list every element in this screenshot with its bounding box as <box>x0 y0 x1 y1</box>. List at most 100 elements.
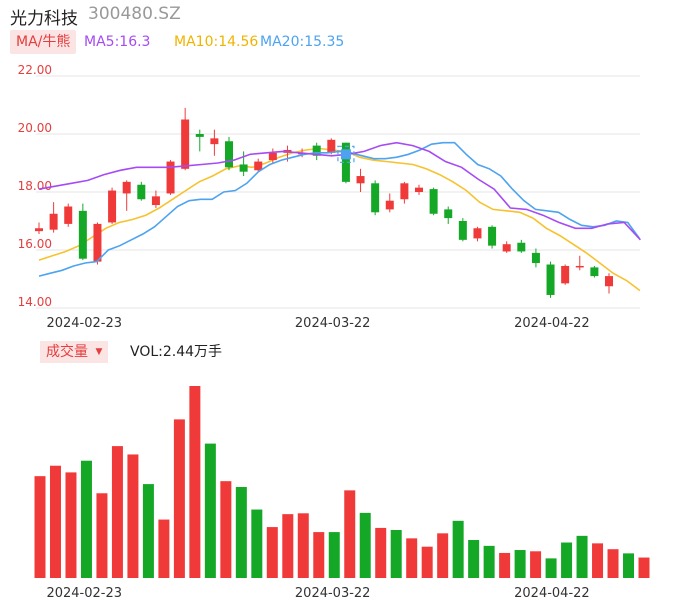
volume-indicator-selector[interactable]: 成交量 ▼ <box>40 341 109 363</box>
candlestick <box>444 206 453 224</box>
volume-bar <box>204 443 216 578</box>
volume-bar <box>173 419 185 578</box>
volume-x-tick-label: 2024-03-22 <box>295 586 371 601</box>
volume-bar <box>127 454 139 578</box>
candle-body <box>488 226 497 246</box>
candle-body <box>356 176 365 184</box>
candlestick <box>429 187 438 216</box>
volume-x-tick-label: 2024-04-22 <box>514 586 590 601</box>
candlestick <box>210 129 219 156</box>
volume-bar <box>251 509 263 578</box>
volume-bar <box>220 481 232 578</box>
y-tick-label: 20.00 <box>18 121 52 135</box>
candle-body <box>137 184 146 200</box>
chevron-down-icon: ▼ <box>95 347 103 357</box>
volume-bar <box>313 532 325 578</box>
candlestick <box>590 265 599 278</box>
ma20-legend: MA20:15.35 <box>260 34 345 50</box>
volume-bar <box>437 533 449 578</box>
candle-body <box>458 221 467 240</box>
candlestick <box>341 142 350 184</box>
volume-bar <box>530 551 542 578</box>
ma5-legend: MA5:16.3 <box>84 34 151 50</box>
candle-body <box>268 152 277 161</box>
candlestick <box>239 151 248 177</box>
candlestick <box>225 136 233 171</box>
ma20-line <box>38 141 641 277</box>
candle-body <box>341 142 350 182</box>
candle-body <box>49 213 58 230</box>
candlestick <box>502 241 511 253</box>
volume-bar <box>390 530 402 578</box>
volume-bar <box>158 519 170 578</box>
volume-value: VOL:2.44万手 <box>130 344 223 360</box>
volume-bar <box>344 490 356 578</box>
candlestick <box>108 187 117 224</box>
y-tick-label: 16.00 <box>18 237 52 251</box>
candle-body <box>35 228 43 232</box>
candle-body <box>371 183 380 213</box>
candle-body <box>210 138 219 145</box>
candle-body <box>327 139 336 153</box>
ma5-line <box>38 141 641 241</box>
candlestick <box>64 203 73 227</box>
stock-code: 300480.SZ <box>88 4 181 24</box>
candlestick <box>166 160 175 195</box>
volume-bar <box>406 538 418 578</box>
ma-indicator-selector[interactable]: MA/牛熊 <box>10 30 77 54</box>
candlestick <box>151 190 160 208</box>
volume-bar <box>297 513 309 578</box>
price-chart: 22.00 20.00 18.00 16.00 14.00 2024-02-23 2024-… <box>18 63 641 331</box>
candle-body <box>64 206 73 224</box>
candle-body <box>400 183 409 200</box>
volume-bar <box>499 552 511 578</box>
candle-body <box>312 145 321 156</box>
volume-bar <box>34 476 46 578</box>
candle-body <box>151 196 160 206</box>
candle-body <box>195 134 204 137</box>
volume-bar <box>142 484 154 578</box>
x-tick-label: 2024-03-22 <box>295 316 371 331</box>
candlestick <box>458 218 467 242</box>
candle-body <box>385 200 394 210</box>
volume-bar <box>49 465 61 578</box>
volume-bar <box>514 550 526 578</box>
marker-core <box>340 149 351 160</box>
candlestick <box>605 273 613 294</box>
candlestick <box>561 264 570 285</box>
candlestick <box>122 180 131 211</box>
candlestick <box>137 181 146 201</box>
candle-body <box>122 181 131 194</box>
volume-bar <box>623 553 635 578</box>
volume-bar <box>607 549 619 578</box>
candlestick <box>385 193 394 213</box>
stock-name: 光力科技 <box>10 9 78 29</box>
volume-bar <box>545 558 557 578</box>
x-tick-label: 2024-02-23 <box>46 316 122 331</box>
candle-body <box>225 141 233 168</box>
volume-bar <box>282 514 294 578</box>
volume-bar <box>421 546 433 578</box>
candlestick <box>195 129 204 152</box>
candlestick <box>93 222 102 265</box>
candle-body <box>93 223 102 262</box>
volume-bar <box>576 535 588 578</box>
volume-bar <box>359 512 371 578</box>
volume-bar <box>189 386 201 578</box>
volume-bar <box>638 557 650 578</box>
candlestick <box>415 184 423 195</box>
volume-bar <box>266 527 278 578</box>
volume-bar <box>96 493 108 578</box>
candle-body <box>517 242 526 252</box>
candlestick <box>49 202 58 233</box>
candlestick <box>356 168 365 192</box>
y-tick-label: 18.00 <box>18 179 52 193</box>
candle-body <box>561 265 570 284</box>
candlestick <box>371 180 380 216</box>
volume-bar <box>375 527 387 578</box>
volume-tag-label: 成交量 <box>46 344 88 360</box>
candle-body <box>575 265 584 268</box>
volume-bar <box>65 472 77 578</box>
volume-bar <box>468 540 480 578</box>
candlestick <box>268 148 277 163</box>
